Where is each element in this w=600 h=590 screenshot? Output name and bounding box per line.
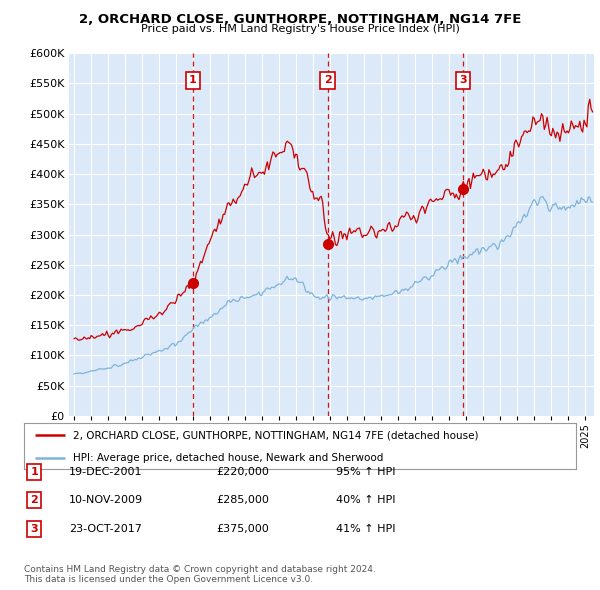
Text: 3: 3 — [459, 76, 467, 86]
Text: £220,000: £220,000 — [216, 467, 269, 477]
Text: 10-NOV-2009: 10-NOV-2009 — [69, 496, 143, 505]
Text: 2, ORCHARD CLOSE, GUNTHORPE, NOTTINGHAM, NG14 7FE: 2, ORCHARD CLOSE, GUNTHORPE, NOTTINGHAM,… — [79, 13, 521, 26]
Text: 3: 3 — [31, 524, 38, 533]
Text: 1: 1 — [31, 467, 38, 477]
Text: 19-DEC-2001: 19-DEC-2001 — [69, 467, 143, 477]
Text: 40% ↑ HPI: 40% ↑ HPI — [336, 496, 395, 505]
Text: 2: 2 — [324, 76, 331, 86]
Text: HPI: Average price, detached house, Newark and Sherwood: HPI: Average price, detached house, Newa… — [73, 453, 383, 463]
Text: 41% ↑ HPI: 41% ↑ HPI — [336, 524, 395, 533]
Text: 1: 1 — [189, 76, 197, 86]
Text: 23-OCT-2017: 23-OCT-2017 — [69, 524, 142, 533]
Text: £375,000: £375,000 — [216, 524, 269, 533]
Text: 2, ORCHARD CLOSE, GUNTHORPE, NOTTINGHAM, NG14 7FE (detached house): 2, ORCHARD CLOSE, GUNTHORPE, NOTTINGHAM,… — [73, 431, 478, 441]
Text: £285,000: £285,000 — [216, 496, 269, 505]
Text: Contains HM Land Registry data © Crown copyright and database right 2024.
This d: Contains HM Land Registry data © Crown c… — [24, 565, 376, 584]
Text: 95% ↑ HPI: 95% ↑ HPI — [336, 467, 395, 477]
Text: Price paid vs. HM Land Registry's House Price Index (HPI): Price paid vs. HM Land Registry's House … — [140, 24, 460, 34]
Text: 2: 2 — [31, 496, 38, 505]
